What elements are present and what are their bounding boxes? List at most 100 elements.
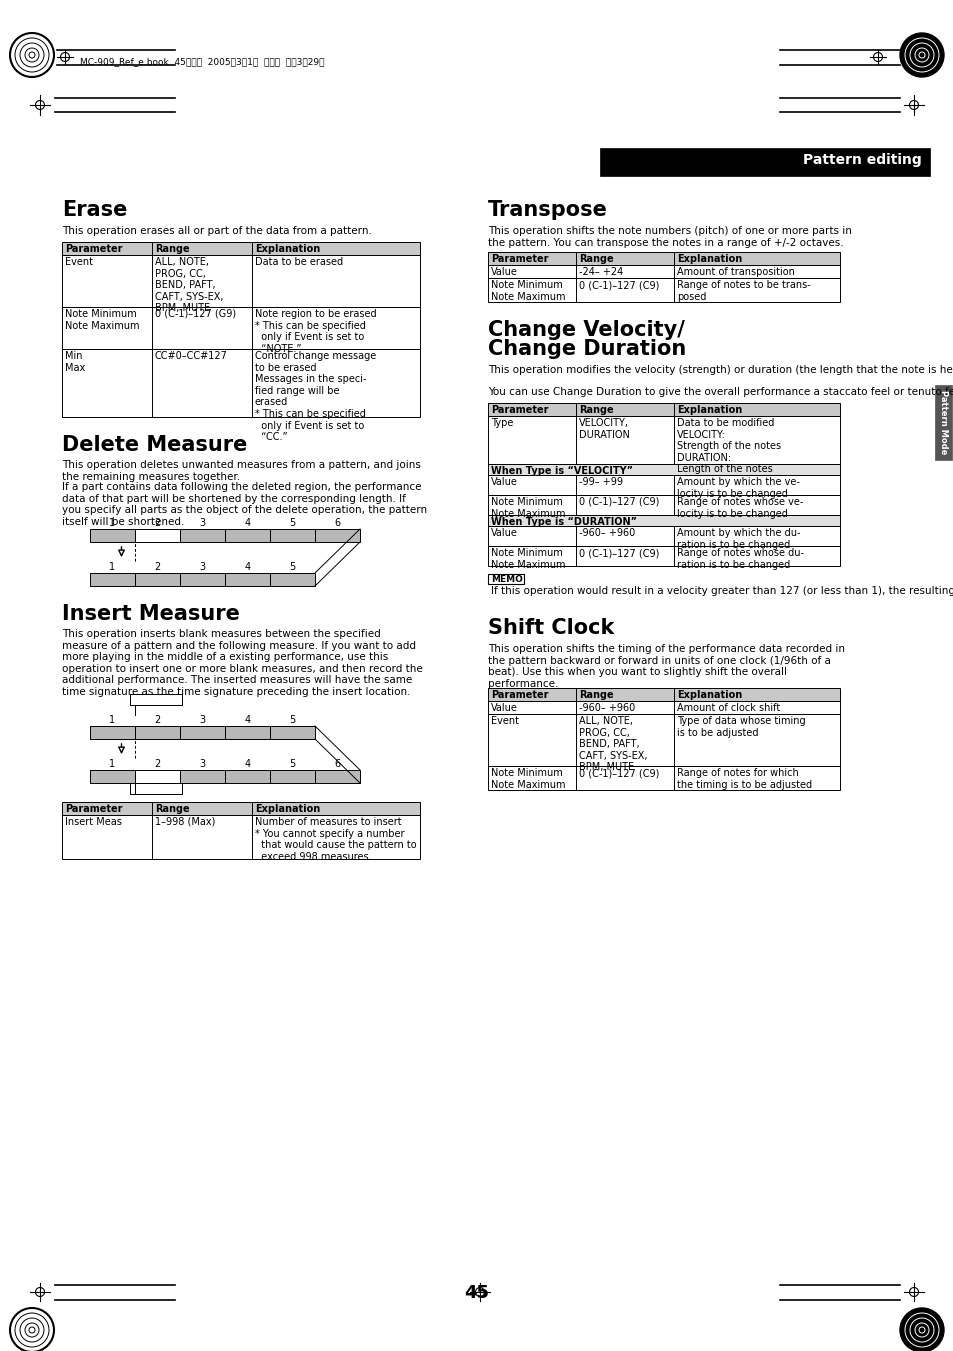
Bar <box>62 815 419 859</box>
Bar <box>225 770 270 784</box>
Text: Delete Measure: Delete Measure <box>62 435 247 455</box>
Text: If this operation would result in a velocity greater than 127 (or less than 1), : If this operation would result in a velo… <box>491 586 953 596</box>
Text: MC-909_Ref_e.book  45ページ  2005年3月1日  火曜日  午後3時29分: MC-909_Ref_e.book 45ページ 2005年3月1日 火曜日 午後… <box>80 57 324 66</box>
Bar <box>270 770 314 784</box>
Bar <box>599 149 929 176</box>
Bar <box>90 573 135 586</box>
Text: When Type is “VELOCITY”: When Type is “VELOCITY” <box>491 466 633 476</box>
Text: Explanation: Explanation <box>677 690 741 700</box>
Text: 3: 3 <box>199 562 205 571</box>
Text: Note Minimum
Note Maximum: Note Minimum Note Maximum <box>491 767 565 789</box>
Text: Insert Meas: Insert Meas <box>65 817 122 827</box>
Text: Range: Range <box>154 245 190 254</box>
Text: 1–998 (Max): 1–998 (Max) <box>154 817 215 827</box>
Text: Range: Range <box>578 254 613 263</box>
Text: Amount by which the du-
ration is to be changed: Amount by which the du- ration is to be … <box>677 528 800 550</box>
Text: Value: Value <box>491 267 517 277</box>
Bar <box>488 526 840 546</box>
Text: Value: Value <box>491 477 517 486</box>
Bar <box>62 349 419 417</box>
Bar <box>488 494 840 515</box>
Text: 2: 2 <box>154 759 160 769</box>
Text: 5: 5 <box>289 715 295 725</box>
Bar <box>135 725 180 739</box>
Text: Range of notes whose ve-
locity is to be changed: Range of notes whose ve- locity is to be… <box>677 497 802 519</box>
Text: Range: Range <box>578 690 613 700</box>
Bar <box>62 802 419 815</box>
Text: ALL, NOTE,
PROG, CC,
BEND, PAFT,
CAFT, SYS-EX,
BPM, MUTE: ALL, NOTE, PROG, CC, BEND, PAFT, CAFT, S… <box>154 257 223 313</box>
Bar <box>314 530 359 542</box>
Text: Explanation: Explanation <box>677 254 741 263</box>
Text: VELOCITY,
DURATION: VELOCITY, DURATION <box>578 417 629 439</box>
Text: Number of measures to insert
* You cannot specify a number
  that would cause th: Number of measures to insert * You canno… <box>254 817 416 862</box>
Bar <box>488 265 840 278</box>
Bar <box>180 770 225 784</box>
Text: Note Minimum
Note Maximum: Note Minimum Note Maximum <box>491 497 565 519</box>
Text: 0 (C-1)–127 (C9): 0 (C-1)–127 (C9) <box>578 280 659 290</box>
Text: MEMO: MEMO <box>491 576 522 584</box>
Bar <box>488 403 840 416</box>
Bar <box>934 385 951 459</box>
Text: This operation inserts blank measures between the specified
measure of a pattern: This operation inserts blank measures be… <box>62 630 422 697</box>
Bar <box>488 476 840 494</box>
Bar <box>135 573 180 586</box>
Bar <box>225 573 270 586</box>
Text: 3: 3 <box>199 759 205 769</box>
Bar <box>488 463 840 476</box>
Text: You can use Change Duration to give the overall performance a staccato feel or t: You can use Change Duration to give the … <box>488 386 953 397</box>
Text: 0 (C-1)–127 (C9): 0 (C-1)–127 (C9) <box>578 497 659 507</box>
Bar <box>90 530 135 542</box>
Text: Note region to be erased
* This can be specified
  only if Event is set to
  “NO: Note region to be erased * This can be s… <box>254 309 376 354</box>
Text: 5: 5 <box>289 517 295 528</box>
Bar <box>488 766 840 790</box>
Bar <box>488 278 840 303</box>
Text: Control change message
to be erased
Messages in the speci-
fied range will be
er: Control change message to be erased Mess… <box>254 351 375 442</box>
Bar <box>62 255 419 307</box>
Text: Explanation: Explanation <box>677 405 741 415</box>
Bar <box>488 574 523 584</box>
Text: Value: Value <box>491 703 517 713</box>
Bar <box>180 725 225 739</box>
Bar <box>270 725 314 739</box>
Text: Range of notes to be trans-
posed: Range of notes to be trans- posed <box>677 280 810 301</box>
Text: Value: Value <box>491 528 517 538</box>
Text: -960– +960: -960– +960 <box>578 703 635 713</box>
Text: Insert Measure: Insert Measure <box>62 604 239 624</box>
Bar <box>130 694 182 705</box>
Text: 2: 2 <box>154 562 160 571</box>
Bar <box>488 713 840 766</box>
Text: Range of notes whose du-
ration is to be changed: Range of notes whose du- ration is to be… <box>677 549 803 570</box>
Circle shape <box>899 32 943 77</box>
Bar <box>180 530 225 542</box>
Text: 6: 6 <box>335 759 340 769</box>
Text: 0 (C-1)–127 (G9): 0 (C-1)–127 (G9) <box>154 309 236 319</box>
Text: Data to be erased: Data to be erased <box>254 257 343 267</box>
Text: 1: 1 <box>110 517 115 528</box>
Text: Note Minimum
Note Maximum: Note Minimum Note Maximum <box>491 549 565 570</box>
Bar <box>225 530 270 542</box>
Text: 4: 4 <box>244 715 251 725</box>
Bar <box>135 770 180 784</box>
Text: If a part contains data following the deleted region, the performance
data of th: If a part contains data following the de… <box>62 482 427 527</box>
Text: Note Minimum
Note Maximum: Note Minimum Note Maximum <box>65 309 139 331</box>
Text: 1: 1 <box>110 562 115 571</box>
Text: This operation erases all or part of the data from a pattern.: This operation erases all or part of the… <box>62 226 372 236</box>
Text: 3: 3 <box>199 715 205 725</box>
Text: Min
Max: Min Max <box>65 351 85 373</box>
Text: Event: Event <box>65 257 92 267</box>
Text: Explanation: Explanation <box>254 804 320 815</box>
Text: This operation modifies the velocity (strength) or duration (the length that the: This operation modifies the velocity (st… <box>488 365 953 376</box>
Text: Range of notes for which
the timing is to be adjusted: Range of notes for which the timing is t… <box>677 767 811 789</box>
Text: 5: 5 <box>289 759 295 769</box>
Text: Parameter: Parameter <box>65 245 122 254</box>
Text: -960– +960: -960– +960 <box>578 528 635 538</box>
Text: 0 (C-1)–127 (C9): 0 (C-1)–127 (C9) <box>578 549 659 558</box>
Text: This operation deletes unwanted measures from a pattern, and joins
the remaining: This operation deletes unwanted measures… <box>62 459 420 481</box>
Bar <box>314 770 359 784</box>
Text: 6: 6 <box>335 517 340 528</box>
Bar <box>130 784 182 794</box>
Text: CC#0–CC#127: CC#0–CC#127 <box>154 351 228 361</box>
Text: Amount of clock shift: Amount of clock shift <box>677 703 780 713</box>
Text: 2: 2 <box>154 715 160 725</box>
Text: -99– +99: -99– +99 <box>578 477 622 486</box>
